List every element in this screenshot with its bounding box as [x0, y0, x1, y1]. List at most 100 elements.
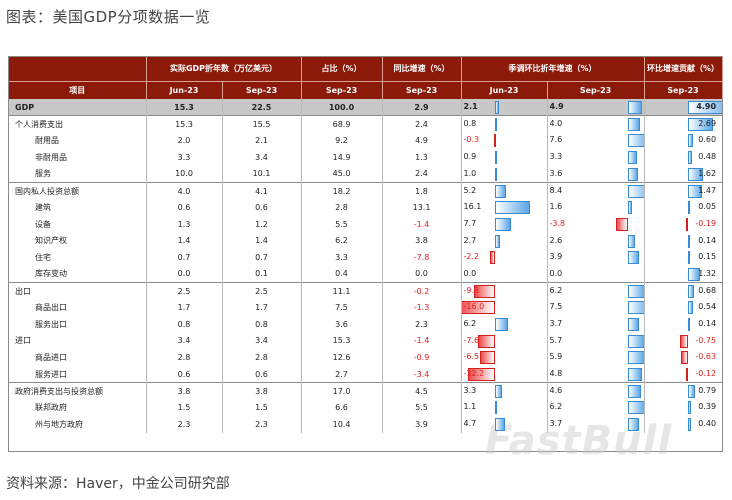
cell-value: 0.9: [463, 152, 477, 162]
header-qoq-sep: Sep-23: [547, 80, 645, 99]
cell-contrib: 0.79: [643, 382, 723, 400]
negative-bar: [686, 368, 689, 381]
cell-level-sep: 0.7: [221, 249, 302, 266]
row-label: GDP: [9, 99, 146, 116]
cell-contrib: 2.69: [643, 115, 723, 133]
cell-yoy: 3.9: [381, 416, 462, 433]
header-qoq-jun: Jun-23: [461, 80, 548, 99]
cell-qoq-jun: -12.2: [460, 366, 548, 383]
positive-bar: [687, 285, 695, 299]
cell-qoq-sep: 3.6: [546, 165, 645, 183]
positive-bar: [687, 234, 690, 248]
cell-level-jun: 4.0: [145, 181, 222, 200]
cell-qoq-jun: 16.1: [460, 199, 548, 216]
cell-qoq-jun: -9.3: [460, 282, 548, 300]
cell-share: 18.2: [300, 181, 383, 200]
cell-contrib: 0.40: [643, 416, 723, 433]
table-row: 商品进口 2.8 2.8 12.6 -0.9 -6.5 5.9 -0.63: [9, 349, 723, 366]
positive-bar: [687, 151, 693, 165]
row-label: 非耐用品: [35, 152, 67, 162]
positive-bar: [627, 118, 640, 132]
cell-value: 0.14: [698, 318, 717, 328]
header-share: 占比（%）: [301, 57, 383, 81]
cell-yoy: -1.3: [381, 299, 462, 316]
cell-yoy: 4.5: [381, 382, 462, 400]
cell-qoq-sep: 3.9: [546, 249, 645, 266]
cell-value: 0.39: [698, 402, 717, 412]
cell-value: 6.2: [463, 318, 477, 328]
header-qoq: 季调环比折年增速（%）: [461, 57, 645, 81]
cell-level-sep: 2.3: [221, 416, 302, 433]
cell-value: -12.2: [463, 369, 485, 378]
source-note: 资料来源：Haver，中金公司研究部: [6, 476, 230, 492]
row-label: 住宅: [35, 253, 51, 263]
cell-yoy: 3.8: [381, 232, 462, 250]
cell-qoq-sep: -3.8: [546, 215, 645, 233]
cell-value: 5.2: [463, 185, 477, 195]
cell-qoq-sep: 1.6: [546, 199, 645, 216]
cell-qoq-sep: 7.5: [546, 299, 645, 316]
cell-level-sep: 0.1: [221, 265, 302, 283]
cell-contrib: 0.14: [643, 315, 723, 333]
cell-value: 7.7: [463, 218, 477, 228]
table-row: 建筑 0.6 0.6 2.8 13.1 16.1 1.6 0.05: [9, 199, 723, 216]
cell-value: -2.2: [463, 252, 480, 262]
cell-level-sep: 0.8: [221, 315, 302, 333]
positive-bar: [627, 317, 639, 331]
cell-level-jun: 15.3: [145, 99, 222, 116]
gdp-table: 实际GDP折年数（万亿美元） 占比（%） 同比增速（%） 季调环比折年增速（%）…: [9, 57, 723, 433]
cell-qoq-sep: 5.9: [546, 349, 645, 366]
cell-share: 100.0: [300, 99, 383, 116]
row-label: 库存变动: [35, 269, 67, 279]
cell-qoq-sep: 3.3: [546, 149, 645, 166]
cell-qoq-jun: 0.8: [460, 115, 548, 133]
cell-contrib: -0.63: [643, 349, 723, 366]
cell-value: 0.40: [698, 419, 717, 429]
cell-value: 8.4: [549, 185, 563, 195]
cell-share: 3.3: [300, 249, 383, 266]
table-row: 联邦政府 1.5 1.5 6.6 5.5 1.1 6.2 0.39: [9, 399, 723, 417]
header-blank: [9, 57, 147, 81]
table-row: 政府消费支出与投资总额 3.8 3.8 17.0 4.5 3.3 4.6 0.79: [9, 382, 723, 400]
cell-yoy: 5.5: [381, 399, 462, 417]
table-row: 设备 1.3 1.2 5.5 -1.4 7.7 -3.8 -0.19: [9, 215, 723, 233]
positive-bar: [627, 368, 642, 381]
cell-value: -0.3: [463, 135, 480, 145]
cell-level-sep: 4.1: [221, 181, 302, 200]
cell-share: 15.3: [300, 332, 383, 350]
header-level-sep: Sep-23: [222, 80, 302, 99]
cell-share: 9.2: [300, 132, 383, 150]
positive-bar: [627, 285, 645, 299]
positive-bar: [627, 334, 645, 348]
cell-yoy: 4.9: [381, 132, 462, 150]
cell-level-sep: 10.1: [221, 165, 302, 183]
cell-qoq-sep: 4.8: [546, 366, 645, 383]
cell-level-jun: 1.3: [145, 215, 222, 233]
negative-bar: [477, 334, 495, 348]
cell-level-jun: 15.3: [145, 115, 222, 133]
cell-value: 1.6: [549, 202, 563, 212]
negative-bar: [493, 134, 496, 148]
cell-level-sep: 1.7: [221, 299, 302, 316]
cell-value: 3.7: [549, 419, 563, 429]
cell-level-sep: 1.5: [221, 399, 302, 417]
cell-qoq-sep: 7.6: [546, 132, 645, 150]
negative-bar: [474, 285, 495, 299]
table-row: 服务进口 0.6 0.6 2.7 -3.4 -12.2 4.8 -0.12: [9, 366, 723, 383]
header-contrib-sep: Sep-23: [644, 80, 723, 99]
cell-share: 14.9: [300, 149, 383, 166]
cell-value: -0.19: [695, 218, 717, 228]
positive-bar: [627, 101, 643, 114]
cell-value: 16.1: [463, 202, 482, 212]
cell-level-sep: 2.5: [221, 282, 302, 300]
cell-qoq-sep: 8.4: [546, 181, 645, 200]
cell-value: 1.32: [698, 268, 717, 278]
positive-bar: [494, 101, 500, 114]
cell-level-sep: 3.4: [221, 149, 302, 166]
table-row: 耐用品 2.0 2.1 9.2 4.9 -0.3 7.6 0.60: [9, 132, 723, 150]
cell-yoy: 1.8: [381, 181, 462, 200]
gdp-table-frame: 实际GDP折年数（万亿美元） 占比（%） 同比增速（%） 季调环比折年增速（%）…: [8, 56, 723, 452]
cell-value: 2.6: [549, 235, 563, 245]
row-label: 国内私人投资总额: [9, 181, 146, 200]
cell-yoy: -1.4: [381, 332, 462, 350]
